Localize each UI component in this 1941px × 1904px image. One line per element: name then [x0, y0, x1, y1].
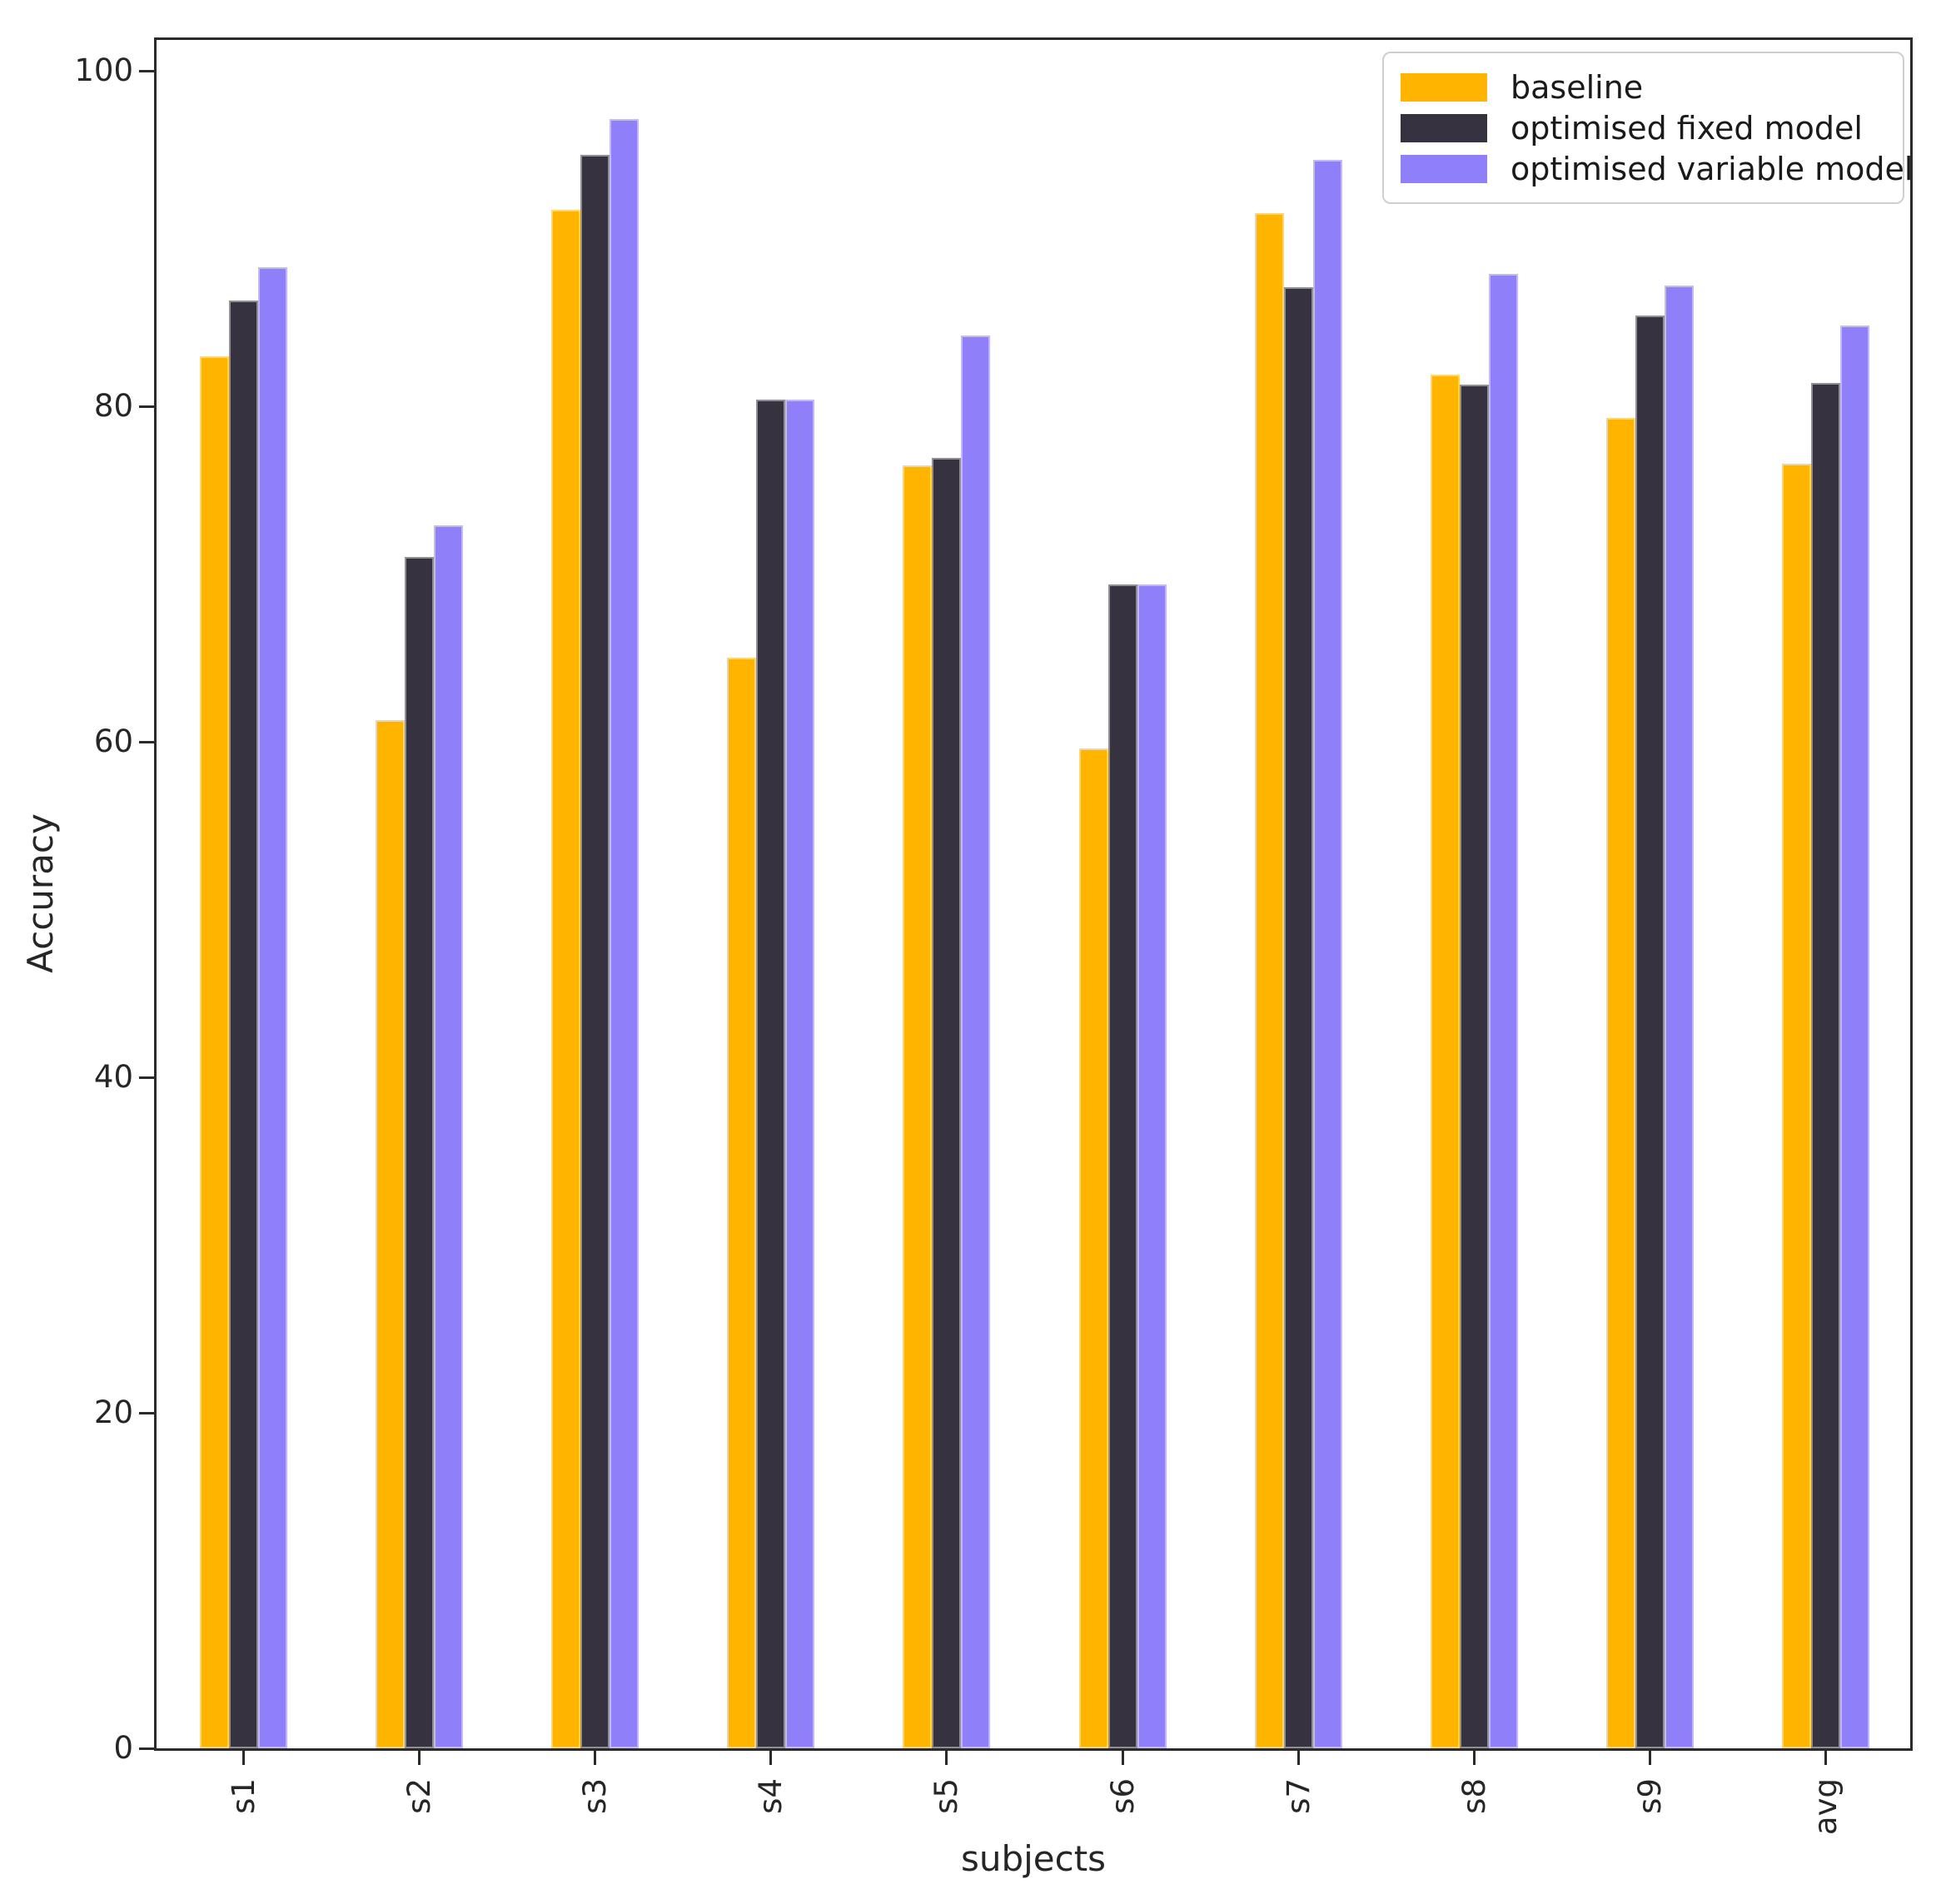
x-axis-tick-label: s8 — [1456, 1778, 1493, 1814]
bar-s8-optimised-fixed-model — [1460, 384, 1490, 1748]
x-axis-tick — [1296, 1751, 1300, 1765]
bar-s1-baseline — [199, 355, 229, 1748]
x-axis-tick — [417, 1751, 421, 1765]
x-axis-tick-label: s5 — [928, 1778, 965, 1814]
legend: baseline optimised fixed model optimised v… — [1382, 52, 1913, 204]
bar-s7-baseline — [1254, 213, 1284, 1748]
bar-s6-baseline — [1078, 748, 1108, 1748]
bar-s7-optimised-variable-model — [1312, 159, 1342, 1748]
x-axis-tick — [593, 1751, 596, 1765]
bar-s6-optimised-fixed-model — [1107, 584, 1137, 1748]
plot-area — [154, 37, 1913, 1751]
y-axis-tick-label: 40 — [93, 1059, 133, 1095]
x-axis-tick-label: s6 — [1104, 1778, 1141, 1814]
bar-s1-optimised-fixed-model — [228, 301, 258, 1748]
bar-s9-optimised-fixed-model — [1635, 316, 1665, 1748]
y-axis-tick-label: 0 — [113, 1730, 133, 1766]
bar-s5-optimised-variable-model — [961, 336, 991, 1748]
legend-item-1: optimised fixed model — [1401, 107, 1886, 148]
bar-s4-optimised-variable-model — [785, 399, 815, 1748]
x-axis-tick — [1824, 1751, 1828, 1765]
x-axis-tick-label: s7 — [1280, 1778, 1316, 1814]
bar-s5-optimised-fixed-model — [932, 458, 962, 1748]
x-axis-tick-label: s1 — [225, 1778, 261, 1814]
x-axis-tick — [945, 1751, 948, 1765]
bar-avg-optimised-fixed-model — [1811, 382, 1841, 1748]
y-axis-tick — [139, 1747, 154, 1750]
bar-s5-baseline — [903, 465, 933, 1748]
x-axis-tick — [1473, 1751, 1476, 1765]
legend-label: optimised variable model — [1510, 150, 1914, 187]
x-axis-tick — [1649, 1751, 1652, 1765]
y-axis-tick-label: 60 — [93, 723, 133, 759]
x-axis-tick-label: s3 — [576, 1778, 613, 1814]
y-axis-tick-label: 20 — [93, 1394, 133, 1430]
bar-s9-optimised-variable-model — [1665, 285, 1695, 1748]
bar-s3-optimised-variable-model — [609, 119, 639, 1748]
y-axis-tick — [139, 69, 154, 72]
bar-avg-optimised-variable-model — [1840, 326, 1870, 1748]
x-axis-tick-label: s9 — [1632, 1778, 1669, 1814]
y-axis-label: Accuracy — [20, 813, 61, 973]
x-axis-tick-label: s2 — [401, 1778, 437, 1814]
legend-swatch-baseline — [1401, 72, 1487, 102]
y-axis-tick — [139, 1076, 154, 1079]
legend-swatch-optimised-variable-model — [1401, 154, 1487, 183]
y-axis-tick-label: 100 — [74, 52, 133, 88]
legend-label: optimised fixed model — [1510, 109, 1863, 147]
legend-swatch-optimised-fixed-model — [1401, 113, 1487, 142]
y-axis-tick-label: 80 — [93, 388, 133, 424]
bar-s9-baseline — [1606, 418, 1636, 1748]
x-axis-tick-label: s4 — [753, 1778, 789, 1814]
bar-s4-baseline — [727, 658, 757, 1748]
bar-s2-optimised-fixed-model — [404, 557, 434, 1748]
bar-s4-optimised-fixed-model — [756, 399, 786, 1748]
bar-s7-optimised-fixed-model — [1283, 286, 1313, 1748]
bar-s3-baseline — [550, 210, 580, 1748]
bar-s3-optimised-fixed-model — [580, 154, 610, 1748]
bar-avg-baseline — [1782, 463, 1812, 1748]
bar-s6-optimised-variable-model — [1137, 584, 1167, 1748]
bar-s1-optimised-variable-model — [257, 266, 287, 1748]
legend-item-2: optimised variable model — [1401, 148, 1913, 189]
bar-s2-optimised-variable-model — [433, 525, 463, 1748]
bar-s8-optimised-variable-model — [1489, 273, 1519, 1748]
x-axis-tick — [769, 1751, 773, 1765]
y-axis-tick — [139, 405, 154, 408]
y-axis-tick — [139, 740, 154, 743]
x-axis-tick — [1121, 1751, 1124, 1765]
legend-item-0: baseline — [1401, 67, 1886, 107]
y-axis-tick — [139, 1411, 154, 1414]
legend-label: baseline — [1510, 68, 1644, 106]
bar-s8-baseline — [1431, 374, 1461, 1748]
x-axis-tick-label: avg — [1808, 1778, 1844, 1836]
x-axis-label: subjects — [960, 1838, 1107, 1879]
bar-s2-baseline — [375, 719, 405, 1748]
x-axis-tick — [241, 1751, 245, 1765]
